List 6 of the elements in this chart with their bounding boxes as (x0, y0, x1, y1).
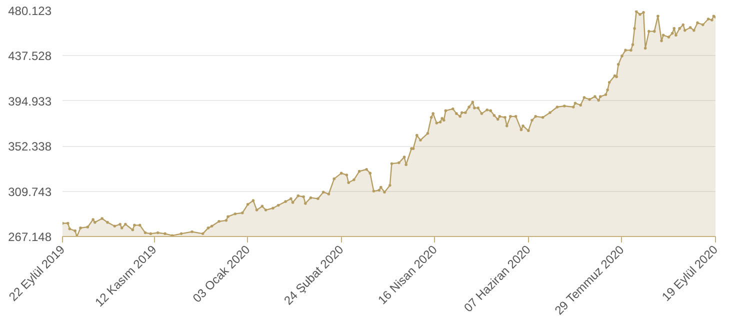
y-tick-label: 267.148 (8, 230, 52, 244)
y-tick-label: 352.338 (8, 140, 52, 154)
y-tick-label: 394.933 (8, 94, 52, 108)
y-tick-label: 437.528 (8, 49, 52, 64)
y-tick-label: 309.743 (8, 184, 52, 199)
y-tick-label: 480.123 (8, 4, 52, 18)
